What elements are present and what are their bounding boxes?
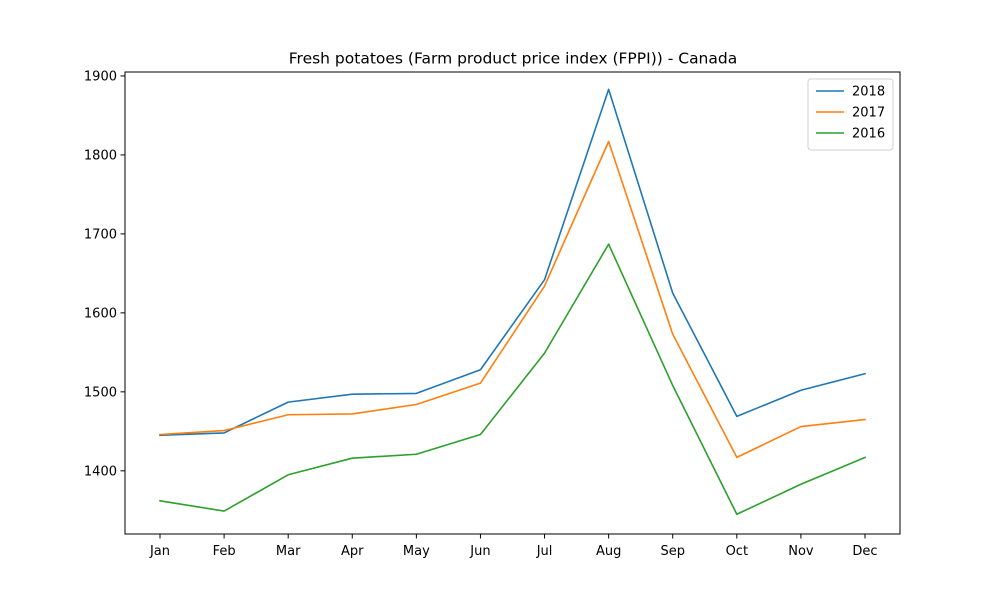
legend-label: 2018 (852, 85, 885, 100)
y-tick-label: 1500 (84, 385, 117, 400)
x-tick-label: Jul (536, 544, 553, 559)
x-tick-label: Apr (341, 544, 364, 559)
x-tick-label: Jan (149, 544, 170, 559)
x-tick-label: Jun (469, 544, 490, 559)
x-tick-label: Dec (852, 544, 877, 559)
x-tick-label: Aug (596, 544, 621, 559)
chart-title: Fresh potatoes (Farm product price index… (289, 50, 737, 68)
y-tick-label: 1600 (84, 306, 117, 321)
series-line-2016 (159, 243, 867, 516)
plot-frame (124, 71, 901, 535)
plot-area (159, 88, 867, 516)
x-tick-label: Mar (276, 544, 301, 559)
x-tick-label: Feb (213, 544, 236, 559)
x-tick-label: Oct (726, 544, 748, 559)
series-line-2017 (159, 140, 866, 459)
x-tick-label: May (403, 544, 430, 559)
y-tick-label: 1900 (84, 69, 117, 84)
x-tick-label: Sep (660, 544, 685, 559)
y-tick-label: 1700 (84, 227, 117, 242)
legend-label: 2016 (852, 127, 885, 142)
legend-label: 2017 (852, 106, 885, 121)
legend: 2018 2017 2016 (807, 78, 894, 151)
x-tick-label: Nov (788, 544, 814, 559)
y-tick-label: 1400 (84, 464, 117, 479)
series-line-2018 (159, 88, 866, 437)
y-tick-label: 1800 (84, 148, 117, 163)
